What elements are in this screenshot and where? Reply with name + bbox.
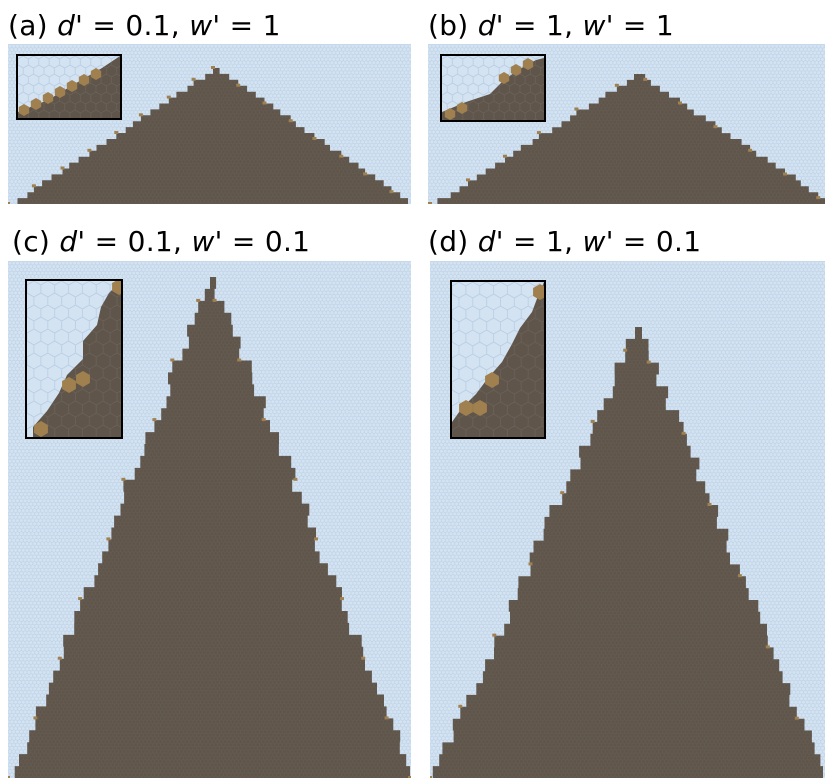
deposit-region	[8, 277, 410, 778]
highlighted-edge-cells	[428, 77, 821, 204]
panel-a-lattice	[8, 44, 411, 204]
panel-c-label: (c) d' = 0.1, w' = 0.1	[12, 225, 311, 258]
panel-b-inset	[440, 54, 546, 122]
inset-deposit	[452, 282, 544, 437]
panel-b-label: (b) d' = 1, w' = 1	[428, 9, 675, 42]
highlighted-edge-cells	[430, 348, 799, 778]
panel-d-inset	[450, 280, 546, 439]
deposit-region	[430, 327, 823, 778]
panel-a-label: (a) d' = 0.1, w' = 1	[8, 9, 281, 42]
inset-highlight-cells	[34, 281, 121, 437]
inset-highlight-cells	[18, 68, 102, 116]
inset-deposit	[33, 281, 121, 437]
deposit-region	[430, 74, 825, 204]
inset-highlight-cells	[444, 58, 534, 120]
inset-deposit	[18, 56, 120, 118]
panel-a-inset	[16, 54, 122, 120]
panel-d-label: (d) d' = 1, w' = 0.1	[428, 225, 702, 258]
inset-highlight-cells	[459, 284, 544, 416]
highlighted-edge-cells	[8, 298, 411, 778]
highlighted-edge-cells	[8, 66, 394, 204]
panel-c-inset	[25, 279, 123, 439]
deposit-region	[8, 68, 408, 204]
